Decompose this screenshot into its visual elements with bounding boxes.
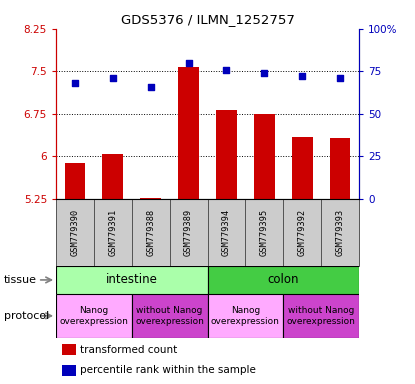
Point: [110, 75, 116, 81]
Text: GDS5376 / ILMN_1252757: GDS5376 / ILMN_1252757: [121, 13, 294, 26]
Bar: [321, 199, 359, 266]
Bar: [132, 294, 208, 338]
Bar: [56, 294, 132, 338]
Bar: [103, 154, 123, 199]
Point: [223, 66, 230, 73]
Text: colon: colon: [268, 273, 299, 286]
Bar: [208, 266, 359, 294]
Text: percentile rank within the sample: percentile rank within the sample: [80, 366, 256, 376]
Text: protocol: protocol: [4, 311, 49, 321]
Text: without Nanog
overexpression: without Nanog overexpression: [287, 306, 356, 326]
Text: intestine: intestine: [106, 273, 158, 286]
Text: without Nanog
overexpression: without Nanog overexpression: [135, 306, 204, 326]
Text: GSM779388: GSM779388: [146, 209, 155, 256]
Point: [299, 73, 305, 79]
Text: GSM779391: GSM779391: [108, 209, 117, 256]
Point: [261, 70, 268, 76]
Bar: [62, 344, 76, 355]
Bar: [65, 163, 85, 199]
Bar: [178, 67, 199, 199]
Text: GSM779389: GSM779389: [184, 209, 193, 256]
Text: GSM779395: GSM779395: [260, 209, 269, 256]
Point: [147, 84, 154, 90]
Bar: [254, 114, 275, 199]
Bar: [283, 294, 359, 338]
Bar: [132, 199, 170, 266]
Bar: [216, 110, 237, 199]
Text: GSM779392: GSM779392: [298, 209, 307, 256]
Bar: [94, 199, 132, 266]
Point: [72, 80, 78, 86]
Text: Nanog
overexpression: Nanog overexpression: [211, 306, 280, 326]
Bar: [208, 199, 245, 266]
Bar: [56, 266, 208, 294]
Point: [337, 75, 343, 81]
Text: GSM779393: GSM779393: [336, 209, 344, 256]
Text: transformed count: transformed count: [80, 344, 177, 354]
Bar: [292, 137, 312, 199]
Text: GSM779394: GSM779394: [222, 209, 231, 256]
Text: GSM779390: GSM779390: [71, 209, 79, 256]
Bar: [56, 199, 94, 266]
Bar: [330, 138, 350, 199]
Bar: [245, 199, 283, 266]
Bar: [140, 198, 161, 199]
Bar: [170, 199, 208, 266]
Bar: [62, 365, 76, 376]
Point: [185, 60, 192, 66]
Bar: [283, 199, 321, 266]
Bar: [208, 294, 283, 338]
Text: tissue: tissue: [4, 275, 37, 285]
Text: Nanog
overexpression: Nanog overexpression: [59, 306, 128, 326]
